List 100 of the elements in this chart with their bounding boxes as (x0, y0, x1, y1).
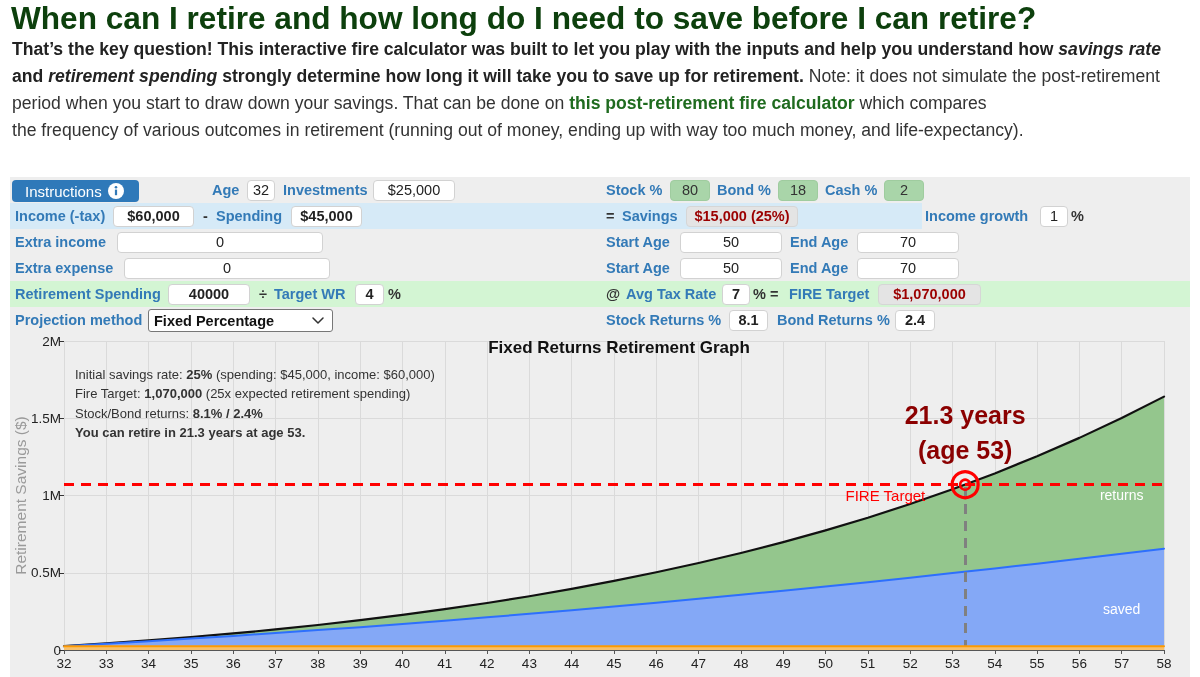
ref-line-label: FIRE Target (845, 487, 927, 505)
input-field: 50 (680, 258, 782, 279)
input-field: $60,000 (113, 206, 194, 227)
value-box: 18 (778, 180, 818, 201)
text: % (1071, 207, 1084, 226)
x-tick-label: 37 (268, 655, 284, 671)
y-tick-label: 1M (42, 488, 61, 503)
annotation: 1,070,000 (144, 386, 203, 401)
text: @ (606, 285, 621, 304)
text: Income growth (925, 207, 1029, 226)
x-tick-label: 34 (141, 655, 157, 671)
input-field: 7 (722, 284, 750, 305)
input-field: 2.4 (895, 310, 935, 331)
x-tick-label: 54 (987, 655, 1003, 671)
button: Instructions (12, 180, 139, 202)
text: and (12, 66, 44, 86)
text: Start Age (606, 259, 670, 278)
x-tick-label: 53 (944, 655, 960, 671)
text: End Age (790, 259, 849, 278)
annotation: 8.1% / 2.4% (192, 405, 264, 421)
input-field: 50 (680, 232, 782, 253)
x-tick-label: 50 (818, 655, 834, 671)
annotation: 25% (186, 366, 213, 382)
x-tick-label: 40 (394, 655, 410, 671)
x-tick-label: 46 (648, 655, 664, 671)
x-tick-label: 33 (98, 655, 114, 671)
text: Age (212, 181, 240, 200)
x-tick-label: 44 (564, 655, 580, 671)
x-tick-label: 36 (225, 655, 241, 671)
x-tick-label: 58 (1156, 655, 1172, 671)
text: this post-retirement fire calculator (569, 93, 855, 113)
x-tick-label: 39 (352, 655, 368, 671)
text: That’s the key question! This interactive fire calculator was built to let you play with the inputs and help you understand how (12, 39, 1054, 59)
text: Spending (216, 207, 283, 226)
text: Projection method (15, 311, 143, 330)
text: % (388, 285, 401, 304)
text: strongly determine how long it will take you to save up for retirement. (222, 66, 804, 86)
input-field: 70 (857, 232, 959, 253)
x-tick-label: 38 (310, 655, 326, 671)
x-tick-label: 47 (691, 655, 707, 671)
value-box: 80 (670, 180, 710, 201)
text: Bond Returns % (777, 311, 890, 330)
text: Retirement Spending (15, 285, 161, 304)
series-label: saved (1103, 600, 1141, 617)
x-tick-label: 51 (860, 655, 876, 671)
input-field: 0 (124, 258, 330, 279)
text: which compares (859, 93, 987, 113)
text: FIRE Target (789, 285, 870, 304)
dropdown: Fixed Percentage (148, 309, 333, 332)
y-axis-title: Retirement Savings ($) (11, 416, 29, 575)
text: Stock Returns % (606, 311, 722, 330)
text: Stock % (606, 181, 663, 200)
output-box: $15,000 (25%) (686, 206, 798, 227)
input-field: 70 (857, 258, 959, 279)
text: ÷ (259, 285, 267, 304)
x-tick-label: 42 (479, 655, 495, 671)
text: % (753, 285, 766, 304)
output-box: $1,070,000 (878, 284, 981, 305)
text: = (770, 285, 779, 304)
annotation: Initial savings rate: (75, 366, 183, 382)
text: period when you start to draw down your savings. That can be done on (12, 93, 565, 113)
input-field: 4 (355, 284, 384, 305)
y-tick-label: 2M (42, 333, 61, 349)
text: Income (-tax) (15, 207, 106, 226)
annotation: You can retire in 21.3 years at age 53. (75, 425, 306, 440)
text: Avg Tax Rate (626, 285, 717, 304)
input-field: 40000 (168, 284, 250, 305)
x-tick-label: 41 (437, 655, 453, 671)
text: Target WR (274, 285, 346, 304)
text: Extra income (15, 233, 107, 252)
series-label: returns (1099, 486, 1144, 503)
text: savings rate (1058, 39, 1162, 59)
annotation: Fire Target: (75, 386, 141, 401)
annotation: 21.3 years (age 53) (904, 401, 1026, 465)
chart-title: Fixed Returns Retirement Graph (488, 338, 750, 357)
input-field: 32 (247, 180, 275, 201)
x-tick-label: 32 (56, 655, 72, 671)
x-tick-label: 56 (1071, 655, 1087, 671)
text: Start Age (606, 233, 670, 252)
input-field: 8.1 (729, 310, 768, 331)
input-field: 1 (1040, 206, 1068, 227)
x-tick-label: 55 (1029, 655, 1045, 671)
annotation: (25x expected retirement spending) (205, 386, 411, 401)
text: Savings (622, 207, 678, 226)
text: Extra expense (15, 259, 114, 278)
annotation: (spending: $45,000, income: $60,000) (215, 366, 435, 382)
annotation: Stock/Bond returns: (75, 405, 190, 421)
text: When can I retire and how long do I need to save before I can retire? (11, 0, 1037, 36)
x-tick-label: 35 (183, 655, 199, 671)
x-tick-label: 48 (733, 655, 749, 671)
text: = (606, 207, 615, 226)
x-tick-label: 57 (1114, 655, 1130, 671)
y-tick-label: 1.5M (30, 410, 61, 426)
text: Cash % (825, 181, 878, 200)
input-field: $25,000 (373, 180, 455, 201)
y-tick-label: 0.5M (30, 565, 61, 581)
y-tick-label: 0 (53, 642, 61, 658)
x-tick-label: 43 (521, 655, 537, 671)
x-tick-label: 45 (606, 655, 622, 671)
text: the frequency of various outcomes in retirement (running out of money, ending up with way too much money, and life-expectancy). (12, 120, 1024, 140)
